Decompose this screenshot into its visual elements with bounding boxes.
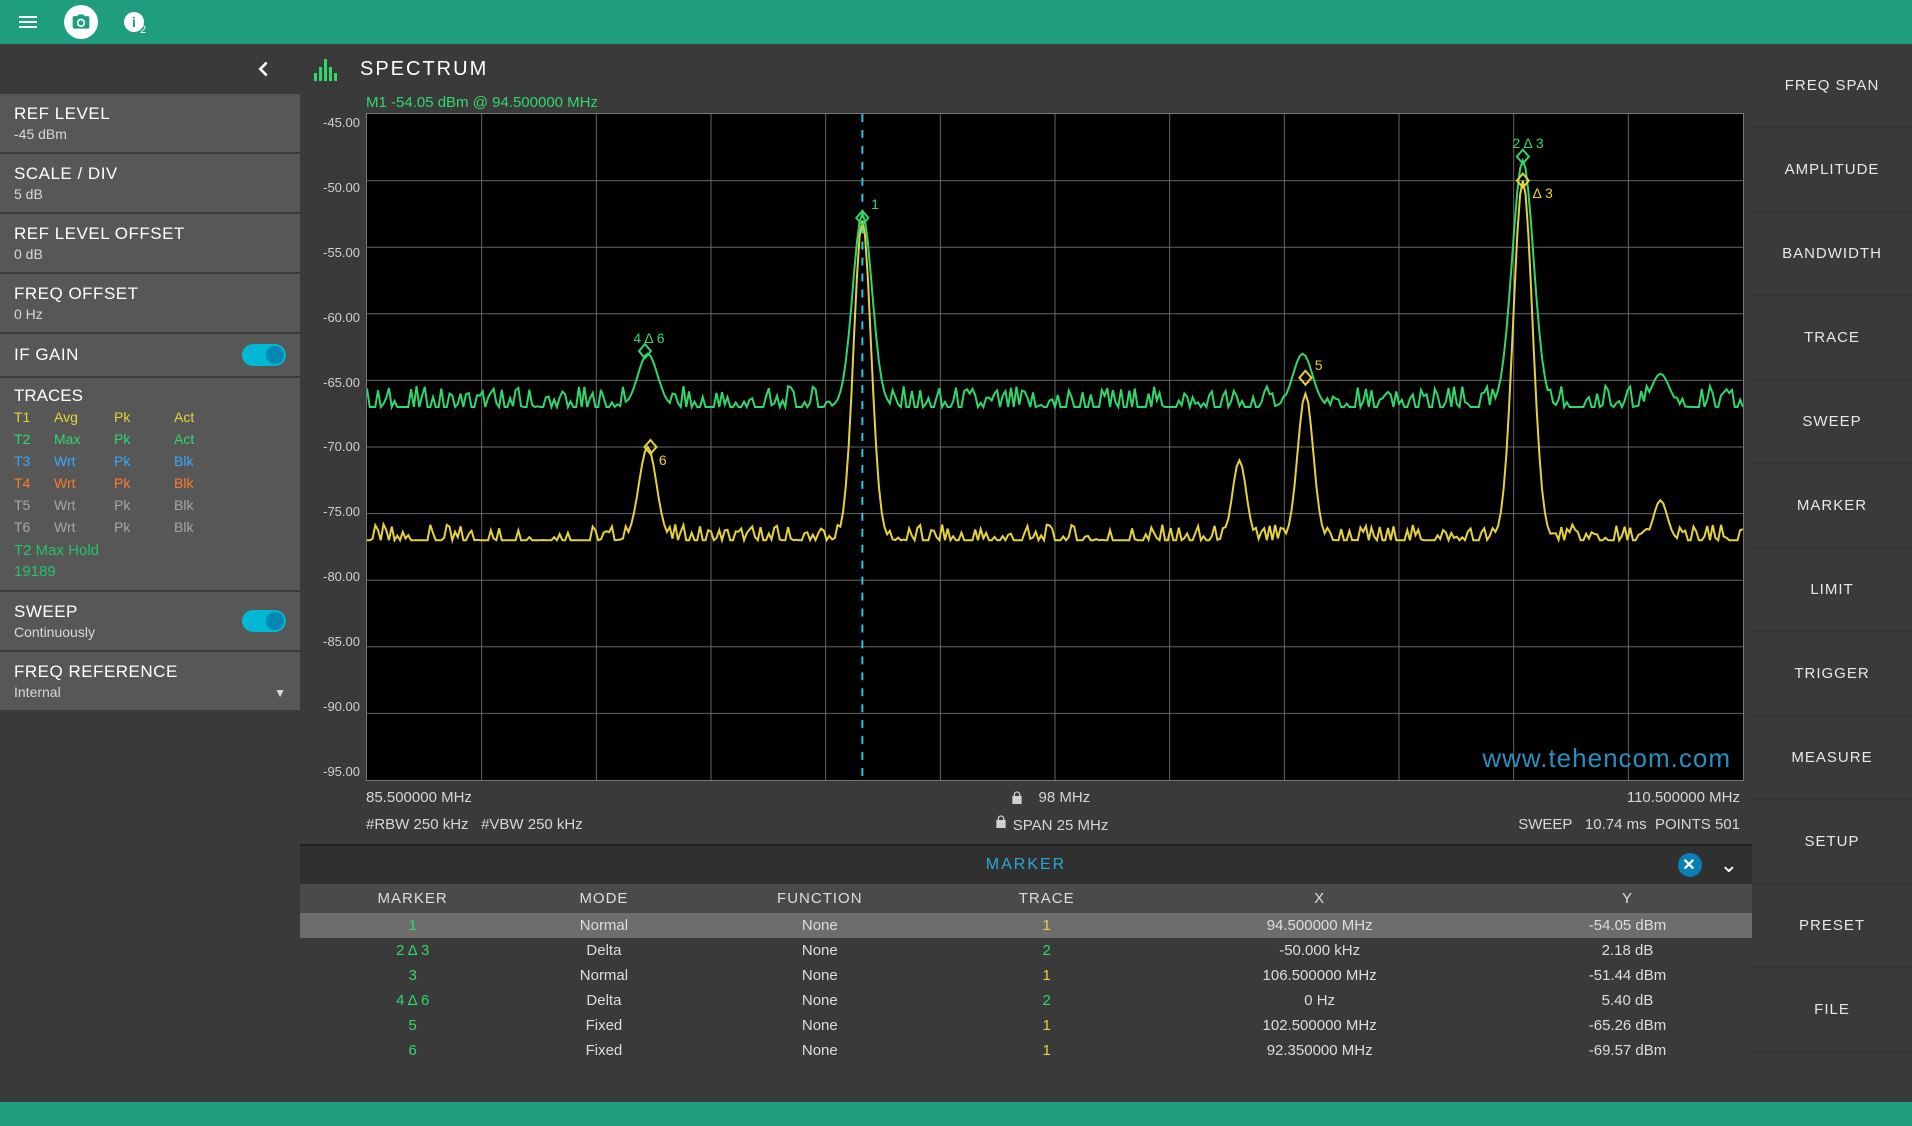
- marker-row[interactable]: 2 Δ 3DeltaNone2-50.000 kHz2.18 dB: [300, 938, 1752, 963]
- sweep-info-row: #RBW 250 kHz #VBW 250 kHz SPAN 25 MHz SW…: [300, 810, 1752, 844]
- marker-row[interactable]: 5FixedNone1102.500000 MHz-65.26 dBm: [300, 1013, 1752, 1038]
- trace-status-line1: T2 Max Hold: [14, 542, 286, 559]
- chart-marker-label: 6: [659, 452, 667, 468]
- y-axis-labels: -45.00-50.00-55.00-60.00-65.00-70.00-75.…: [308, 113, 366, 781]
- trace-row[interactable]: T4WrtPkBlk: [14, 472, 286, 494]
- trace-row[interactable]: T1AvgPkAct: [14, 406, 286, 428]
- stop-freq: 110.500000 MHz: [1627, 789, 1740, 806]
- menu-trace[interactable]: TRACE: [1752, 296, 1912, 380]
- info-badge: 2: [140, 24, 146, 36]
- chevron-down-icon[interactable]: ⌄: [1720, 852, 1740, 878]
- menu-amplitude[interactable]: AMPLITUDE: [1752, 128, 1912, 212]
- trace-row[interactable]: T3WrtPkBlk: [14, 450, 286, 472]
- if-gain-item[interactable]: IF GAIN: [0, 334, 300, 378]
- ref-level-value: -45 dBm: [14, 126, 286, 142]
- chart-marker-label: 1: [871, 196, 879, 212]
- trace-status-line2: 19189: [14, 563, 286, 580]
- marker-section-header: MARKER ✕ ⌄: [300, 844, 1752, 884]
- start-freq: 85.500000 MHz: [366, 789, 472, 806]
- chart-marker-label: 4 Δ 6: [633, 330, 664, 346]
- spectrum-icon: [308, 51, 344, 87]
- ref-level-item[interactable]: REF LEVEL -45 dBm: [0, 94, 300, 154]
- chevron-down-icon: ▼: [274, 686, 286, 700]
- menu-setup[interactable]: SETUP: [1752, 800, 1912, 884]
- marker-row[interactable]: 6FixedNone192.350000 MHz-69.57 dBm: [300, 1038, 1752, 1063]
- freq-axis-row: 85.500000 MHz 98 MHz 110.500000 MHz: [300, 781, 1752, 810]
- trace-row[interactable]: T6WrtPkBlk: [14, 516, 286, 538]
- freq-reference-item[interactable]: FREQ REFERENCE Internal▼: [0, 652, 300, 712]
- back-button[interactable]: [0, 44, 300, 94]
- chart-marker-label: 5: [1315, 357, 1323, 373]
- bottom-bar: [0, 1102, 1912, 1126]
- trace-row[interactable]: T2MaxPkAct: [14, 428, 286, 450]
- menu-limit[interactable]: LIMIT: [1752, 548, 1912, 632]
- center-freq: 98 MHz: [1039, 789, 1091, 806]
- menu-sweep[interactable]: SWEEP: [1752, 380, 1912, 464]
- svg-text:i: i: [132, 14, 136, 30]
- right-menu: FREQ SPANAMPLITUDEBANDWIDTHTRACESWEEPMAR…: [1752, 44, 1912, 1102]
- screenshot-icon[interactable]: [64, 5, 98, 39]
- menu-icon[interactable]: [14, 8, 42, 36]
- close-icon[interactable]: ✕: [1678, 853, 1702, 877]
- watermark: www.tehencom.com: [1482, 743, 1731, 774]
- menu-file[interactable]: FILE: [1752, 968, 1912, 1052]
- spectrum-chart[interactable]: www.tehencom.com 1 2 Δ 3 Δ 3 4 Δ 6 5 6: [366, 113, 1744, 781]
- traces-block: TRACES T1AvgPkActT2MaxPkActT3WrtPkBlkT4W…: [0, 378, 300, 592]
- menu-freq-span[interactable]: FREQ SPAN: [1752, 44, 1912, 128]
- center-panel: SPECTRUM M1 -54.05 dBm @ 94.500000 MHz -…: [300, 44, 1752, 1102]
- freq-offset-item[interactable]: FREQ OFFSET 0 Hz: [0, 274, 300, 334]
- ref-level-offset-item[interactable]: REF LEVEL OFFSET 0 dB: [0, 214, 300, 274]
- chart-marker-label: 2 Δ 3: [1513, 135, 1544, 151]
- marker-row[interactable]: 1NormalNone194.500000 MHz-54.05 dBm: [300, 913, 1752, 938]
- scale-div-item[interactable]: SCALE / DIV 5 dB: [0, 154, 300, 214]
- menu-marker[interactable]: MARKER: [1752, 464, 1912, 548]
- menu-preset[interactable]: PRESET: [1752, 884, 1912, 968]
- menu-bandwidth[interactable]: BANDWIDTH: [1752, 212, 1912, 296]
- sweep-toggle[interactable]: [242, 610, 286, 632]
- marker-table: MARKERMODEFUNCTIONTRACEXY 1NormalNone194…: [300, 884, 1752, 1063]
- ref-level-label: REF LEVEL: [14, 104, 286, 124]
- if-gain-toggle[interactable]: [242, 344, 286, 366]
- trace-row[interactable]: T5WrtPkBlk: [14, 494, 286, 516]
- left-panel: REF LEVEL -45 dBm SCALE / DIV 5 dB REF L…: [0, 44, 300, 1102]
- chart-marker-label: Δ 3: [1533, 185, 1553, 201]
- menu-trigger[interactable]: TRIGGER: [1752, 632, 1912, 716]
- menu-measure[interactable]: MEASURE: [1752, 716, 1912, 800]
- marker-row[interactable]: 3NormalNone1106.500000 MHz-51.44 dBm: [300, 963, 1752, 988]
- marker-row[interactable]: 4 Δ 6DeltaNone20 Hz5.40 dB: [300, 988, 1752, 1013]
- top-toolbar: i 2: [0, 0, 1912, 44]
- marker-readout: M1 -54.05 dBm @ 94.500000 MHz: [300, 94, 1752, 111]
- lock-icon: [1009, 790, 1025, 806]
- sweep-item[interactable]: SWEEP Continuously: [0, 592, 300, 652]
- page-title: SPECTRUM: [360, 58, 488, 81]
- lock-icon: [993, 814, 1009, 830]
